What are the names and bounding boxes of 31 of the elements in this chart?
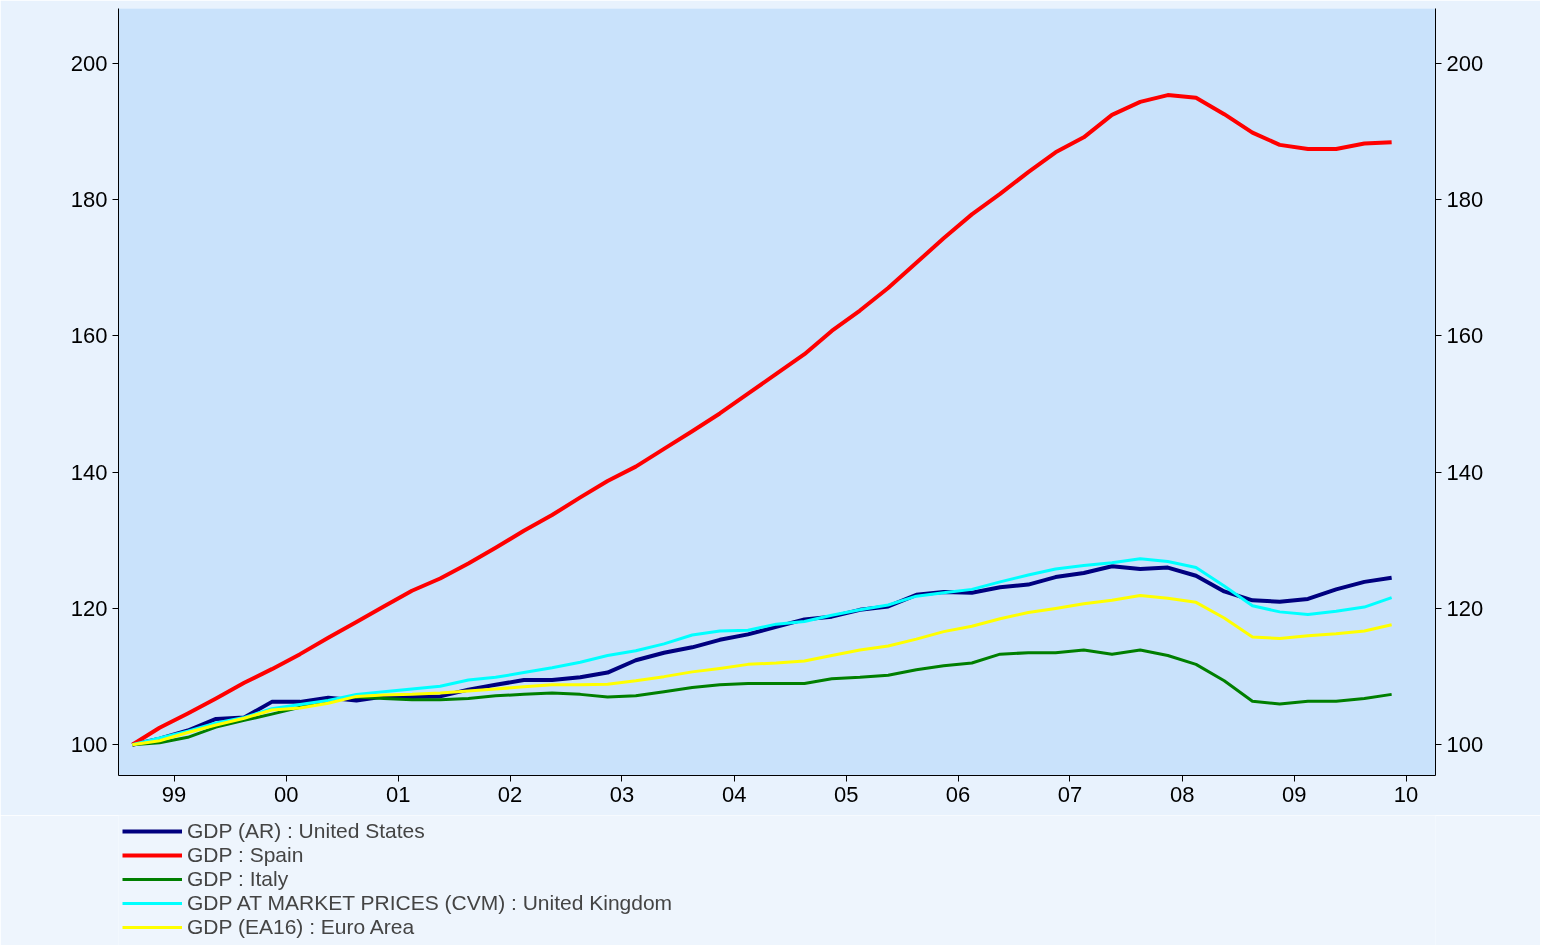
line-series — [130, 93, 1394, 747]
x-tick-label: 08 — [1169, 781, 1195, 807]
x-tick-label: 06 — [945, 781, 971, 807]
y2-tick-label: 180 — [1446, 186, 1484, 212]
y2-tick-label: 120 — [1446, 595, 1484, 621]
x-tick-label: 09 — [1281, 781, 1307, 807]
y2-tick-label: 100 — [1446, 732, 1484, 758]
x-tick-label: 10 — [1393, 781, 1419, 807]
y-tick-label: 120 — [70, 595, 108, 621]
y-tick-label: 180 — [70, 186, 108, 212]
y-tick-label: 140 — [70, 459, 108, 485]
y-tick-label: 100 — [70, 732, 108, 758]
legend-label: GDP AT MARKET PRICES (CVM) : United Kingdom — [187, 891, 673, 915]
y2-tick-label: 200 — [1446, 50, 1484, 76]
x-tick-label: 03 — [609, 781, 635, 807]
x-tick-label: 00 — [273, 781, 299, 807]
y-tick-label: 160 — [70, 323, 108, 349]
x-tick-label: 04 — [721, 781, 747, 807]
x-tick-label: 07 — [1057, 781, 1083, 807]
legend-label: GDP (AR) : United States — [187, 819, 425, 843]
x-tick-label: 99 — [161, 781, 187, 807]
x-tick-label: 02 — [497, 781, 523, 807]
legend-label: GDP : Spain — [187, 843, 304, 867]
legend-label: GDP (EA16) : Euro Area — [187, 915, 415, 939]
line-series — [130, 594, 1394, 747]
x-tick-label: 05 — [833, 781, 859, 807]
legend-label: GDP : Italy — [187, 867, 289, 891]
y2-tick-label: 140 — [1446, 459, 1484, 485]
x-tick-label: 01 — [385, 781, 411, 807]
y-tick-label: 200 — [70, 50, 108, 76]
y2-tick-label: 160 — [1446, 323, 1484, 349]
